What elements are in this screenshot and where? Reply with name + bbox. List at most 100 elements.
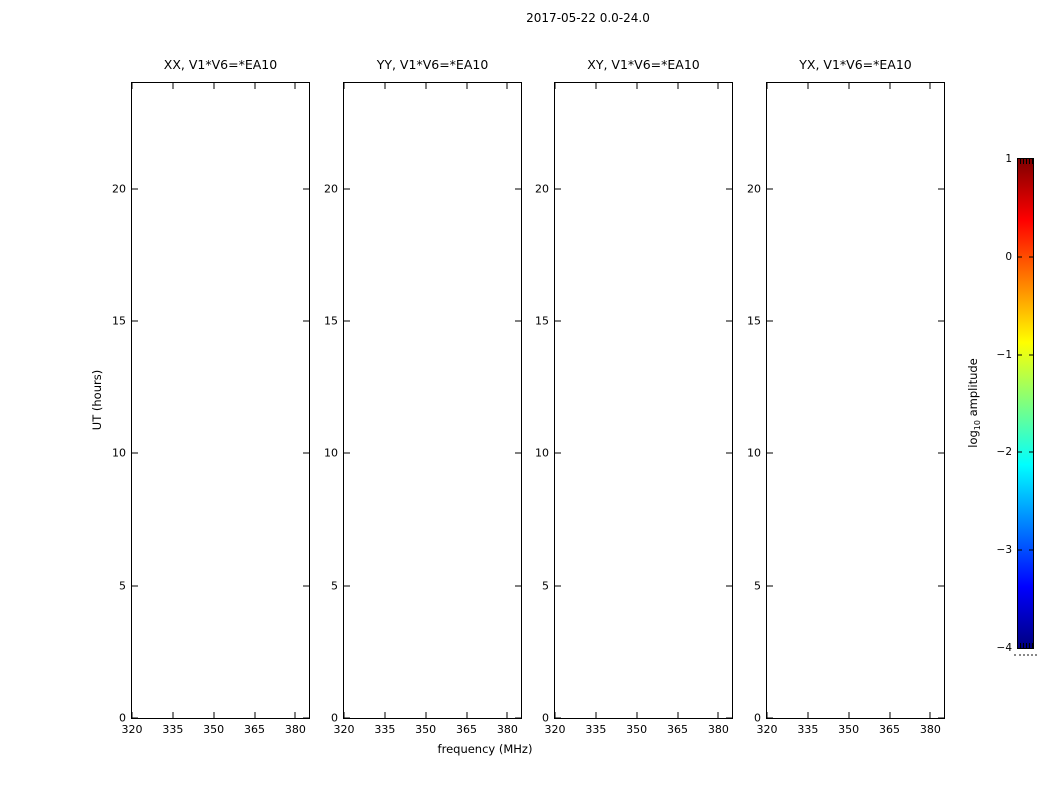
tick-mark (384, 83, 386, 89)
tick-mark (1020, 643, 1021, 648)
tick-mark (1018, 549, 1022, 551)
x-tick-label: 350 (626, 723, 648, 736)
x-axis-label: frequency (MHz) (437, 742, 533, 756)
colorbar-axis-label: log10 amplitude (965, 358, 983, 448)
tick-mark (294, 712, 296, 718)
tick-mark (515, 320, 521, 322)
x-tick-label: 365 (244, 723, 266, 736)
tick-mark (767, 452, 773, 454)
y-tick-label: 10 (112, 446, 126, 460)
tick-mark (1023, 159, 1024, 164)
tick-mark (303, 452, 309, 454)
tick-mark (131, 712, 133, 718)
tick-mark (717, 712, 719, 718)
tick-mark (506, 712, 508, 718)
tick-mark (515, 188, 521, 190)
tick-mark (1023, 643, 1024, 648)
subplot-yx: YX, V1*V6=*EA10 320 335 350 365 380 0 5 … (747, 57, 945, 736)
tick-mark (767, 320, 773, 322)
tick-mark (425, 83, 427, 89)
tick-mark (132, 320, 138, 322)
tick-mark (466, 83, 468, 89)
colorbar-tick-label: 1 (1005, 153, 1012, 165)
y-tick-label: 15 (747, 314, 761, 328)
tick-mark (636, 83, 638, 89)
tick-mark (1029, 256, 1033, 258)
colorbar-tick-label: −1 (996, 348, 1012, 361)
tick-mark (131, 83, 133, 89)
tick-mark (344, 320, 350, 322)
x-tick-label: 350 (203, 723, 225, 736)
tick-mark (344, 585, 350, 587)
tick-mark (1029, 451, 1033, 453)
tick-mark (254, 83, 256, 89)
tick-mark (726, 717, 732, 719)
subplot-xy-title: XY, V1*V6=*EA10 (587, 57, 700, 72)
y-tick-label: 10 (535, 446, 549, 460)
x-tick-label: 365 (667, 723, 689, 736)
colorbar: 1 0 −1 −2 −3 −4 (997, 153, 1034, 654)
subplot-xx-title: XX, V1*V6=*EA10 (163, 57, 278, 72)
colorbar-tick-label: 0 (1005, 250, 1012, 263)
x-tick-label: 320 (333, 723, 355, 736)
tick-mark (343, 83, 345, 89)
tick-mark (595, 83, 597, 89)
y-tick-label: 5 (119, 579, 126, 593)
x-tick-label: 335 (162, 723, 184, 736)
y-tick-label: 20 (747, 182, 761, 196)
y-tick-label: 15 (535, 314, 549, 328)
y-tick-label: 0 (542, 711, 549, 725)
tick-mark (767, 717, 773, 719)
tick-mark (515, 452, 521, 454)
tick-mark (726, 188, 732, 190)
tick-mark (766, 83, 768, 89)
tick-mark (506, 83, 508, 89)
y-tick-label: 0 (119, 711, 126, 725)
tick-mark (132, 717, 138, 719)
tick-mark (343, 712, 345, 718)
tick-mark (132, 585, 138, 587)
tick-mark (172, 712, 174, 718)
subplot-yy: YY, V1*V6=*EA10 320 335 350 365 380 0 5 … (324, 57, 522, 736)
y-tick-label: 20 (535, 182, 549, 196)
tick-mark (344, 717, 350, 719)
tick-mark (929, 712, 931, 718)
tick-mark (294, 83, 296, 89)
tick-mark (848, 712, 850, 718)
y-tick-label: 20 (324, 182, 338, 196)
tick-mark (425, 712, 427, 718)
y-tick-label: 20 (112, 182, 126, 196)
subplot-yy-plot-area: 320 335 350 365 380 0 5 10 15 20 (324, 82, 522, 736)
tick-mark (555, 452, 561, 454)
tick-mark (766, 712, 768, 718)
tick-mark (1020, 159, 1021, 164)
subplot-xx-plot-area: 320 335 350 365 380 0 5 10 15 20 (112, 82, 310, 736)
tick-mark (1026, 643, 1027, 648)
tick-mark (132, 188, 138, 190)
tick-mark (1029, 549, 1033, 551)
y-tick-label: 5 (754, 579, 761, 593)
tick-mark (767, 585, 773, 587)
tick-mark (554, 83, 556, 89)
figure-title: 2017-05-22 0.0-24.0 (526, 11, 650, 25)
colorbar-extend-dotted-line (1014, 654, 1037, 656)
tick-mark (172, 83, 174, 89)
x-tick-label: 380 (919, 723, 941, 736)
tick-mark (807, 712, 809, 718)
subplot-yy-title: YY, V1*V6=*EA10 (376, 57, 489, 72)
tick-mark (848, 83, 850, 89)
x-tick-label: 350 (838, 723, 860, 736)
y-tick-label: 0 (331, 711, 338, 725)
tick-mark (938, 320, 944, 322)
tick-mark (555, 585, 561, 587)
tick-mark (807, 83, 809, 89)
y-tick-label: 5 (331, 579, 338, 593)
subplot-yx-title: YX, V1*V6=*EA10 (799, 57, 912, 72)
tick-mark (555, 717, 561, 719)
tick-mark (1029, 159, 1030, 164)
tick-mark (515, 717, 521, 719)
tick-mark (938, 188, 944, 190)
x-tick-label: 335 (374, 723, 396, 736)
tick-mark (555, 320, 561, 322)
